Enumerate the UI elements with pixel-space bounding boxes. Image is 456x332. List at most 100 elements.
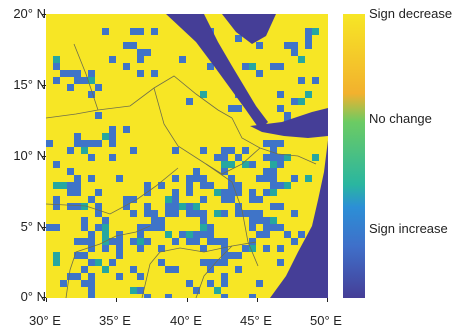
grid-cell xyxy=(53,203,60,210)
grid-cell xyxy=(53,77,60,84)
grid-cell xyxy=(193,203,200,210)
grid-cell xyxy=(88,196,95,203)
grid-cell xyxy=(81,266,88,273)
grid-cell xyxy=(242,147,249,154)
grid-cell xyxy=(270,140,277,147)
grid-cell xyxy=(291,49,298,56)
grid-cell xyxy=(221,154,228,161)
grid-cell xyxy=(298,231,305,238)
grid-cell xyxy=(284,154,291,161)
grid-cell xyxy=(214,259,221,266)
grid-cell xyxy=(123,203,130,210)
grid-cell xyxy=(221,280,228,287)
grid-cell xyxy=(221,161,228,168)
grid-cell xyxy=(263,217,270,224)
grid-cell xyxy=(277,154,284,161)
grid-cell xyxy=(95,140,102,147)
grid-cell xyxy=(158,259,165,266)
x-tick-mark xyxy=(187,298,188,302)
grid-cell xyxy=(277,203,284,210)
grid-cell xyxy=(74,133,81,140)
grid-cell xyxy=(291,98,298,105)
grid-cell xyxy=(242,161,249,168)
grid-cell xyxy=(137,245,144,252)
grid-cell xyxy=(88,175,95,182)
grid-cell xyxy=(88,91,95,98)
grid-cell xyxy=(172,196,179,203)
grid-cell xyxy=(193,231,200,238)
grid-cell xyxy=(200,175,207,182)
x-tick-mark xyxy=(257,298,258,302)
grid-cell xyxy=(137,56,144,63)
grid-cell xyxy=(305,35,312,42)
colorbar-gradient xyxy=(343,14,365,298)
grid-cell xyxy=(249,245,256,252)
grid-cell xyxy=(228,161,235,168)
grid-cell xyxy=(109,238,116,245)
grid-cell xyxy=(81,238,88,245)
grid-cell xyxy=(95,203,102,210)
grid-cell xyxy=(242,210,249,217)
colorbar-label-bottom: Sign increase xyxy=(369,221,448,236)
grid-cell xyxy=(193,168,200,175)
grid-cell xyxy=(256,217,263,224)
grid-cell xyxy=(249,63,256,70)
grid-cell xyxy=(81,280,88,287)
grid-cell xyxy=(165,231,172,238)
grid-cell xyxy=(270,147,277,154)
grid-cell xyxy=(179,203,186,210)
grid-cell xyxy=(151,28,158,35)
grid-cell xyxy=(165,266,172,273)
y-tick-label: 10° N xyxy=(13,148,46,163)
x-tick-mark xyxy=(46,298,47,302)
grid-cell xyxy=(200,182,207,189)
grid-cell xyxy=(144,203,151,210)
grid-cell xyxy=(221,294,228,298)
grid-cell xyxy=(109,140,116,147)
grid-cell xyxy=(95,210,102,217)
grid-cell xyxy=(200,231,207,238)
grid-cell xyxy=(277,245,284,252)
y-tick-label: 0° N xyxy=(20,289,46,304)
grid-cell xyxy=(179,231,186,238)
grid-cell xyxy=(228,182,235,189)
grid-cell xyxy=(249,294,256,298)
grid-cell xyxy=(221,210,228,217)
grid-cell xyxy=(256,210,263,217)
grid-cell xyxy=(144,238,151,245)
grid-cell xyxy=(95,259,102,266)
grid-cell xyxy=(305,91,312,98)
grid-cell xyxy=(214,287,221,294)
grid-cell xyxy=(172,175,179,182)
grid-cell xyxy=(102,133,109,140)
grid-cell xyxy=(130,28,137,35)
grid-cell xyxy=(144,210,151,217)
grid-cell xyxy=(277,105,284,112)
grid-cell xyxy=(137,49,144,56)
grid-cell xyxy=(67,168,74,175)
grid-cell xyxy=(186,175,193,182)
grid-cell xyxy=(207,259,214,266)
y-tick-mark xyxy=(42,227,46,228)
grid-cell xyxy=(88,280,95,287)
grid-cell xyxy=(242,245,249,252)
grid-cell xyxy=(172,189,179,196)
colorbar-label-middle: No change xyxy=(369,111,432,126)
grid-cell xyxy=(235,182,242,189)
grid-cell xyxy=(137,231,144,238)
grid-cell xyxy=(172,238,179,245)
grid-cell xyxy=(235,154,242,161)
grid-cell xyxy=(235,266,242,273)
y-tick-mark xyxy=(42,156,46,157)
grid-cell xyxy=(102,217,109,224)
grid-cell xyxy=(263,189,270,196)
grid-cell xyxy=(270,168,277,175)
grid-cell xyxy=(305,42,312,49)
grid-cell xyxy=(298,77,305,84)
grid-cell xyxy=(200,259,207,266)
sea-areas xyxy=(166,14,328,298)
x-tick-label: 50° E xyxy=(310,313,342,328)
grid-cell xyxy=(116,245,123,252)
grid-cell xyxy=(95,189,102,196)
